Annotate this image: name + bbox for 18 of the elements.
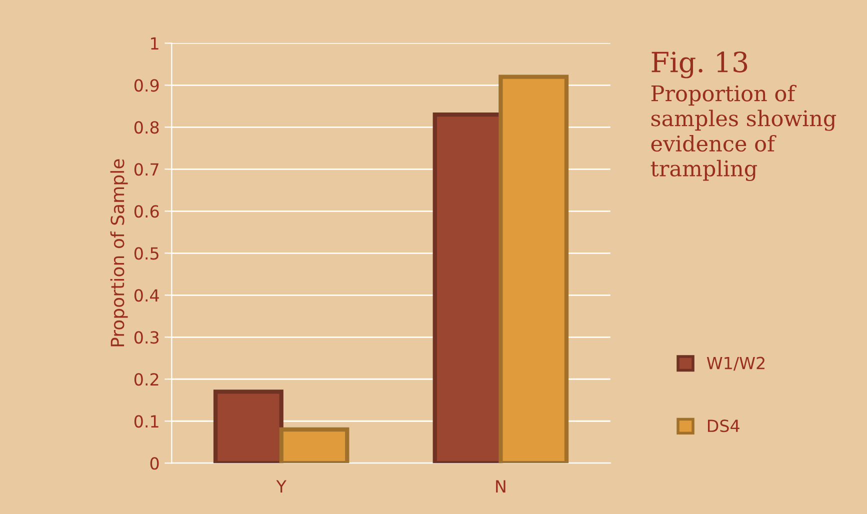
text: Proportion of samples showing evidence of trampling <box>650 84 836 182</box>
text: Fig. 13 <box>652 51 748 78</box>
y-tick-label: 0.9 <box>134 79 159 92</box>
x-tick-label: N <box>496 480 506 492</box>
y-tick-label: 0.3 <box>134 331 159 344</box>
y-tick-label: 0.8 <box>134 121 159 134</box>
y-axis-title: Proportion of Sample <box>110 159 128 346</box>
y-tick-label: 0.7 <box>134 163 158 176</box>
y-tick-label: 0.2 <box>134 373 158 386</box>
y-tick-label: 0.6 <box>134 205 159 218</box>
legend-label: DS4 <box>708 420 740 432</box>
y-tick-label: 0.1 <box>134 415 158 428</box>
y-tick-label: 0.5 <box>134 247 158 260</box>
y-tick-label: 0 <box>150 457 159 470</box>
y-tick-label: 0.4 <box>134 289 159 302</box>
x-tick-label: Y <box>276 480 286 492</box>
legend-label: W1/W2 <box>706 356 764 371</box>
y-tick-label: 1 <box>151 37 158 50</box>
